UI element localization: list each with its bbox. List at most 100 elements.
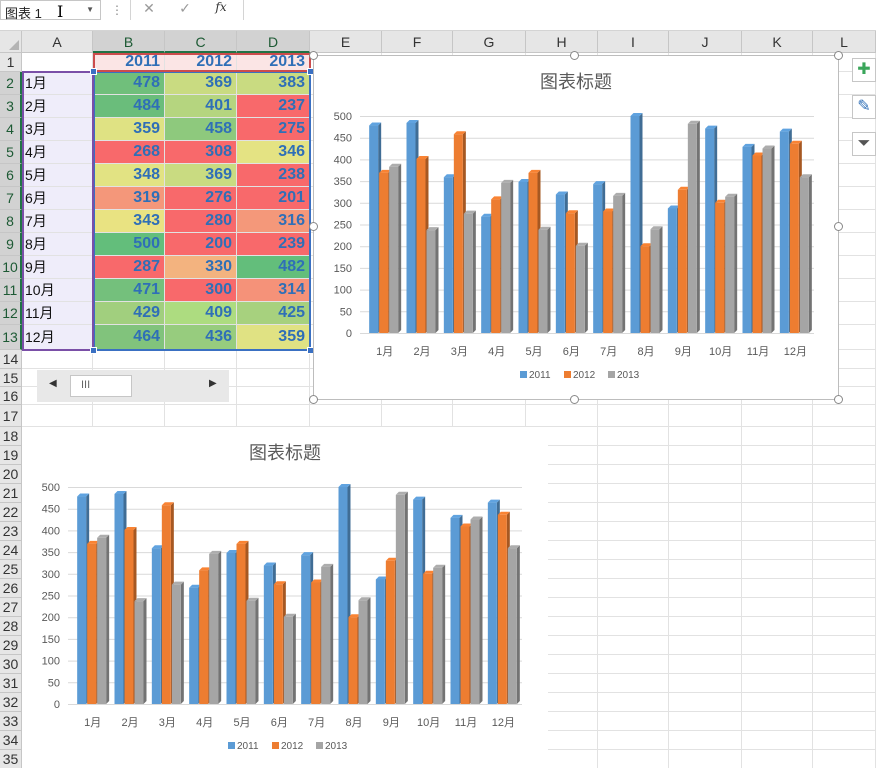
chart-title[interactable]: 图表标题: [249, 443, 321, 463]
header-cell[interactable]: 2012: [165, 53, 236, 71]
bar-2013-8月[interactable]: [650, 226, 663, 333]
column-header-c[interactable]: C: [165, 31, 237, 53]
month-cell[interactable]: 7月: [22, 210, 92, 232]
value-cell[interactable]: 429: [93, 302, 164, 324]
row-header-19[interactable]: 19: [0, 446, 22, 465]
bar-2013-5月[interactable]: [246, 597, 259, 704]
value-cell[interactable]: 276: [165, 187, 236, 209]
month-cell[interactable]: 10月: [22, 279, 92, 301]
row-header-27[interactable]: 27: [0, 598, 22, 617]
column-header-l[interactable]: L: [813, 31, 876, 53]
month-cell[interactable]: 4月: [22, 141, 92, 163]
bar-2013-10月[interactable]: [433, 564, 446, 704]
value-cell[interactable]: 359: [237, 325, 309, 349]
value-cell[interactable]: 268: [93, 141, 164, 163]
horizontal-scrollbar[interactable]: ◀ III ▶: [37, 370, 229, 402]
chart-title[interactable]: 图表标题: [540, 72, 612, 92]
row-header-29[interactable]: 29: [0, 636, 22, 655]
bar-2013-1月[interactable]: [97, 534, 110, 704]
month-cell[interactable]: 8月: [22, 233, 92, 255]
row-header-28[interactable]: 28: [0, 617, 22, 636]
chart-styles-brush-icon[interactable]: ✎: [852, 95, 876, 119]
value-cell[interactable]: 200: [165, 233, 236, 255]
value-cell[interactable]: 346: [237, 141, 309, 163]
value-cell[interactable]: 348: [93, 164, 164, 186]
legend-label-2012[interactable]: 2012: [281, 741, 304, 752]
chart-handle[interactable]: [309, 222, 318, 231]
value-cell[interactable]: 308: [165, 141, 236, 163]
chart-handle[interactable]: [834, 395, 843, 404]
value-cell[interactable]: 500: [93, 233, 164, 255]
value-cell[interactable]: 343: [93, 210, 164, 232]
chart-elements-add-icon[interactable]: ✚: [852, 58, 876, 82]
row-header-12[interactable]: 12: [0, 302, 22, 325]
chart-handle[interactable]: [570, 51, 579, 60]
header-cell[interactable]: 2013: [237, 53, 309, 71]
row-header-21[interactable]: 21: [0, 484, 22, 503]
cell-a1[interactable]: [22, 53, 92, 71]
bar-2013-4月[interactable]: [209, 550, 222, 704]
value-cell[interactable]: 409: [165, 302, 236, 324]
legend-label-2013[interactable]: 2013: [325, 741, 348, 752]
row-header-31[interactable]: 31: [0, 674, 22, 693]
row-header-4[interactable]: 4: [0, 118, 22, 141]
row-header-25[interactable]: 25: [0, 560, 22, 579]
value-cell[interactable]: 401: [165, 95, 236, 117]
bar-2013-12月[interactable]: [507, 545, 520, 704]
value-cell[interactable]: 280: [165, 210, 236, 232]
column-header-j[interactable]: J: [669, 31, 742, 53]
name-box[interactable]: 图表 1 ▼: [0, 0, 101, 21]
row-header-8[interactable]: 8: [0, 210, 22, 233]
bar-2013-11月[interactable]: [470, 516, 483, 704]
scroll-thumb[interactable]: III: [70, 375, 132, 397]
bar-2013-12月[interactable]: [799, 174, 812, 333]
value-cell[interactable]: 478: [93, 72, 164, 94]
scroll-right-icon[interactable]: ▶: [209, 378, 217, 389]
row-header-34[interactable]: 34: [0, 731, 22, 750]
row-header-13[interactable]: 13: [0, 325, 22, 350]
bar-2013-2月[interactable]: [426, 227, 439, 333]
row-header-1[interactable]: 1: [0, 53, 22, 72]
row-header-32[interactable]: 32: [0, 693, 22, 712]
column-header-k[interactable]: K: [742, 31, 813, 53]
bar-2013-8月[interactable]: [358, 597, 371, 704]
column-header-g[interactable]: G: [453, 31, 526, 53]
column-header-d[interactable]: D: [237, 31, 310, 53]
value-cell[interactable]: 484: [93, 95, 164, 117]
bar-2013-9月[interactable]: [395, 491, 408, 704]
legend-label-2013[interactable]: 2013: [617, 370, 640, 381]
month-cell[interactable]: 12月: [22, 325, 92, 349]
chart-filter-icon[interactable]: ⏷: [852, 132, 876, 156]
chart-1[interactable]: 图表标题 0 50 100 150 200 250 300 350 400 450 500 1月 2月 3…: [313, 55, 839, 400]
bar-2013-6月[interactable]: [575, 242, 588, 333]
select-all-corner[interactable]: [0, 31, 22, 53]
value-cell[interactable]: 237: [237, 95, 309, 117]
row-header-6[interactable]: 6: [0, 164, 22, 187]
value-cell[interactable]: 369: [165, 72, 236, 94]
row-header-3[interactable]: 3: [0, 95, 22, 118]
bar-2013-3月[interactable]: [171, 581, 184, 704]
bar-2013-7月[interactable]: [613, 192, 626, 333]
chart-2[interactable]: 图表标题 0 50 100 150 200 250 300 350 400 450 500 1月 2月 3…: [22, 427, 548, 768]
header-cell[interactable]: 2011: [93, 53, 164, 71]
value-cell[interactable]: 464: [93, 325, 164, 349]
row-header-18[interactable]: 18: [0, 427, 22, 446]
column-header-i[interactable]: I: [598, 31, 669, 53]
value-cell[interactable]: 316: [237, 210, 309, 232]
value-cell[interactable]: 239: [237, 233, 309, 255]
value-cell[interactable]: 275: [237, 118, 309, 140]
bar-2013-11月[interactable]: [762, 145, 775, 333]
bar-2013-5月[interactable]: [538, 226, 551, 333]
column-header-h[interactable]: H: [526, 31, 598, 53]
legend-label-2011[interactable]: 2011: [529, 370, 551, 381]
resize-handle[interactable]: [90, 68, 97, 75]
name-box-dropdown-icon[interactable]: ▼: [86, 5, 94, 14]
month-cell[interactable]: 9月: [22, 256, 92, 278]
value-cell[interactable]: 319: [93, 187, 164, 209]
month-cell[interactable]: 1月: [22, 72, 92, 94]
month-cell[interactable]: 2月: [22, 95, 92, 117]
month-cell[interactable]: 5月: [22, 164, 92, 186]
bar-2013-7月[interactable]: [321, 563, 334, 704]
chart-handle[interactable]: [834, 222, 843, 231]
chart-handle[interactable]: [309, 51, 318, 60]
